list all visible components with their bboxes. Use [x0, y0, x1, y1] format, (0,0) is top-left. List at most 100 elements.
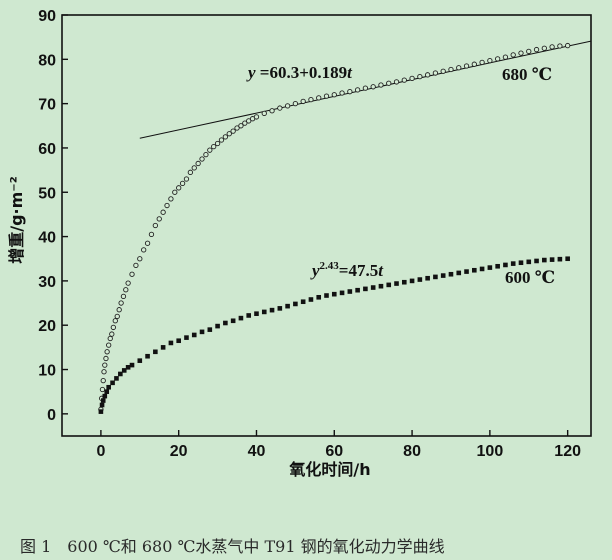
y-axis-label: 增重/g·m⁻²: [7, 176, 26, 264]
point-600: [98, 409, 104, 414]
point-680: [152, 222, 159, 229]
x-tick-label: 40: [248, 443, 266, 460]
y-tick-label: 50: [38, 185, 56, 202]
point-680: [557, 43, 563, 49]
point-600: [542, 257, 547, 263]
point-600: [363, 286, 368, 292]
point-600: [503, 262, 508, 268]
point-600: [110, 380, 115, 386]
point-680: [331, 92, 337, 98]
point-680: [238, 123, 244, 129]
y-tick-label: 10: [38, 363, 56, 380]
point-600: [121, 368, 127, 373]
point-600: [308, 297, 314, 302]
point-680: [176, 185, 182, 191]
point-600: [261, 309, 267, 315]
point-680: [292, 100, 299, 107]
point-600: [448, 271, 454, 277]
point-680: [510, 52, 516, 58]
y-tick-label: 30: [38, 274, 56, 291]
point-680: [114, 313, 120, 319]
point-680: [526, 48, 532, 54]
x-tick-label: 60: [325, 443, 343, 460]
point-680: [440, 68, 446, 74]
point-600: [277, 306, 283, 311]
point-680: [101, 369, 107, 375]
point-680: [120, 293, 127, 300]
point-680: [378, 82, 384, 88]
point-680: [362, 85, 369, 91]
point-680: [133, 262, 139, 269]
point-680: [137, 256, 143, 262]
point-680: [172, 189, 178, 195]
x-tick-label: 120: [554, 443, 581, 460]
point-600: [417, 277, 423, 282]
point-680: [116, 307, 122, 313]
point-600: [102, 393, 108, 399]
point-600: [495, 263, 500, 269]
point-600: [370, 285, 376, 290]
point-600: [191, 332, 197, 338]
point-680: [253, 114, 260, 120]
point-680: [164, 202, 170, 209]
y-tick-label: 20: [38, 318, 56, 335]
point-600: [378, 283, 384, 289]
point-600: [168, 340, 174, 346]
point-680: [199, 156, 205, 162]
point-680: [99, 386, 106, 393]
y-tick-label: 90: [38, 8, 56, 25]
series-680C: [98, 42, 571, 413]
point-680: [284, 103, 291, 109]
point-600: [425, 275, 430, 281]
series-600C: [98, 256, 570, 414]
point-680: [118, 300, 124, 306]
point-680: [277, 105, 283, 111]
point-680: [269, 108, 275, 114]
point-680: [218, 137, 225, 143]
point-680: [214, 140, 221, 147]
point-680: [393, 79, 400, 85]
point-600: [479, 266, 485, 272]
x-tick-label: 0: [96, 443, 105, 460]
point-680: [432, 70, 439, 76]
equation-680: y =60.3+0.189t: [246, 63, 353, 82]
point-600: [440, 273, 446, 278]
point-600: [518, 260, 524, 266]
point-600: [269, 307, 275, 313]
point-680: [125, 280, 131, 286]
point-680: [386, 80, 392, 86]
point-680: [308, 96, 314, 103]
point-680: [300, 98, 306, 105]
point-600: [401, 279, 407, 285]
point-600: [433, 274, 438, 280]
point-680: [168, 196, 174, 202]
point-680: [183, 176, 190, 182]
point-600: [293, 301, 298, 307]
point-680: [424, 72, 431, 78]
point-600: [145, 353, 150, 359]
point-600: [223, 320, 228, 326]
point-600: [99, 402, 105, 408]
figure-caption: 图 1 600 ℃和 680 ℃水蒸气中 T91 钢的氧化动力学曲线: [20, 537, 445, 556]
point-680: [195, 160, 201, 167]
point-680: [471, 61, 477, 67]
point-680: [502, 54, 509, 60]
point-680: [565, 42, 571, 49]
x-axis-ticks: 0 20 40 60 80 100 120: [96, 430, 581, 460]
point-680: [347, 89, 353, 95]
point-600: [184, 335, 189, 340]
point-600: [129, 362, 135, 368]
point-680: [100, 377, 106, 384]
point-600: [565, 256, 570, 262]
point-600: [254, 311, 259, 316]
series-label-680: 680 ℃: [502, 65, 552, 84]
point-600: [285, 303, 290, 309]
point-680: [207, 147, 213, 153]
point-680: [234, 125, 240, 131]
point-680: [144, 240, 151, 246]
equation-600: y2.43=47.5t: [310, 260, 384, 280]
point-680: [110, 324, 116, 331]
series-label-600: 600 ℃: [505, 268, 555, 287]
point-600: [386, 282, 392, 288]
